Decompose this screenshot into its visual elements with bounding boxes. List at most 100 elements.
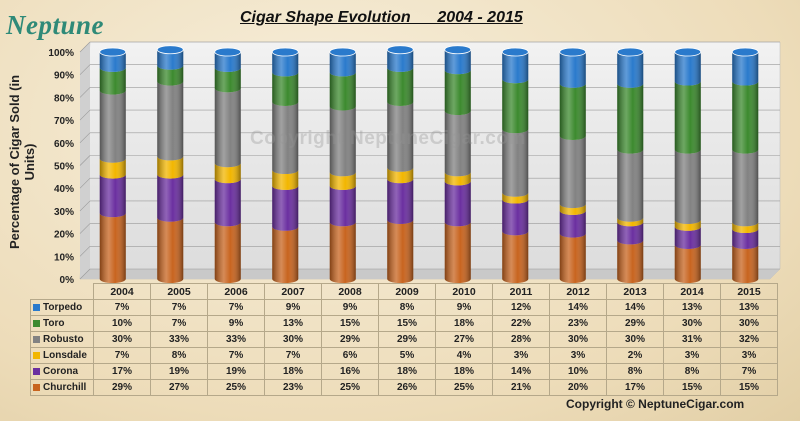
chart-title: Cigar Shape Evolution 2004 - 2015 <box>240 9 523 26</box>
bar-shading <box>559 204 586 215</box>
data-label: 15% <box>720 379 778 396</box>
x-tick-label: 2009 <box>378 283 436 300</box>
bar-shading <box>329 185 356 227</box>
bar-shading <box>99 213 126 283</box>
bar-shading <box>732 229 759 249</box>
bar-shading <box>387 101 414 172</box>
data-label: 25% <box>321 379 379 396</box>
data-label: 4% <box>435 347 493 364</box>
bar-shading <box>502 199 529 236</box>
bar-top-cap <box>559 47 587 57</box>
x-tick-label: 2008 <box>321 283 379 300</box>
watermark: Copyright NeptuneCigar.com <box>250 128 526 149</box>
data-label: 17% <box>606 379 664 396</box>
bar-shading <box>559 83 586 140</box>
bar-shading <box>329 172 356 190</box>
data-label: 9% <box>321 299 379 316</box>
bar-shading <box>444 70 471 116</box>
x-tick-label: 2011 <box>492 283 550 300</box>
table-corner <box>31 284 94 300</box>
bar-shading <box>559 135 586 209</box>
bar-top-cap <box>156 45 184 55</box>
data-label: 30% <box>606 331 664 348</box>
data-label: 19% <box>207 363 265 380</box>
x-tick-label: 2013 <box>606 283 664 300</box>
y-tick-label: 30% <box>54 207 74 218</box>
legend-entry: Robusto <box>30 331 94 348</box>
data-label: 9% <box>435 299 493 316</box>
bar-shading <box>214 179 241 227</box>
data-label: 18% <box>264 363 322 380</box>
bar-shading <box>674 219 701 231</box>
data-label: 14% <box>549 299 607 316</box>
y-tick-label: 80% <box>54 93 74 104</box>
data-label: 7% <box>720 363 778 380</box>
table-row: Lonsdale 7% 8% 7% 7% 6% 5% 4% 3% 3% 2% 3% 3% <box>30 347 778 364</box>
gridline-depth <box>79 223 91 234</box>
bar-shading <box>272 226 299 283</box>
bar-shading <box>617 149 644 222</box>
y-tick-label: 50% <box>54 162 74 173</box>
y-tick-label: 60% <box>54 139 74 150</box>
bar-shading <box>272 52 299 77</box>
data-label: 7% <box>207 347 265 364</box>
data-label: 13% <box>663 299 721 316</box>
series-name: Corona <box>43 366 78 377</box>
data-label: 19% <box>150 363 208 380</box>
table-row: Robusto 30% 33% 33% 30% 29% 29% 27% 28% 30% 30% 31%… <box>30 331 778 348</box>
bar-shading <box>617 222 644 245</box>
gridline-depth <box>79 87 91 98</box>
bar-shading <box>732 52 759 86</box>
bar-shading <box>559 52 586 88</box>
bar-shading <box>617 217 644 227</box>
legend-entry: Toro <box>30 315 94 332</box>
bar-shading <box>157 156 184 179</box>
bar-shading <box>559 233 586 283</box>
bar-shading <box>444 111 471 177</box>
data-label: 9% <box>207 315 265 332</box>
bar-shading <box>387 179 414 224</box>
data-label: 18% <box>435 315 493 332</box>
legend-entry: Corona <box>30 363 94 380</box>
bar-shading <box>272 72 299 106</box>
bar-shading <box>502 192 529 204</box>
bar-shading <box>387 167 414 184</box>
bar-shading <box>157 174 184 222</box>
legend-swatch <box>33 319 40 327</box>
gridline-depth <box>79 177 91 189</box>
data-label: 7% <box>150 315 208 332</box>
bar-shading <box>99 174 126 218</box>
data-label: 12% <box>492 299 550 316</box>
bar-shading <box>617 240 644 283</box>
y-tick-label: 70% <box>54 116 74 127</box>
y-tick-label: 0% <box>60 275 75 286</box>
y-axis-label: Percentage of Cigar Sold (in Units) <box>7 74 37 250</box>
data-label: 17% <box>93 363 151 380</box>
series-name: Robusto <box>43 334 84 345</box>
legend-swatch <box>33 335 40 343</box>
bar-shading <box>272 170 299 190</box>
data-label: 3% <box>720 347 778 364</box>
data-label: 15% <box>321 315 379 332</box>
data-label: 22% <box>492 315 550 332</box>
gridline-depth <box>79 109 91 121</box>
legend-swatch <box>33 383 40 391</box>
bar-shading <box>157 49 184 70</box>
legend-entry: Lonsdale <box>30 347 94 364</box>
bar-shading <box>674 149 701 224</box>
data-label: 14% <box>492 363 550 380</box>
bar-shading <box>617 52 644 88</box>
bar-top-cap <box>329 47 357 57</box>
bar-shading <box>502 129 529 197</box>
data-label: 7% <box>207 299 265 316</box>
x-tick-label: 2015 <box>720 283 778 300</box>
data-label: 23% <box>264 379 322 396</box>
data-label: 30% <box>93 331 151 348</box>
legend-swatch <box>33 367 40 375</box>
data-label: 15% <box>378 315 436 332</box>
bar-shading <box>674 244 701 283</box>
gridline-depth <box>79 200 91 212</box>
data-label: 30% <box>264 331 322 348</box>
data-label: 13% <box>720 299 778 316</box>
bar-shading <box>732 244 759 283</box>
